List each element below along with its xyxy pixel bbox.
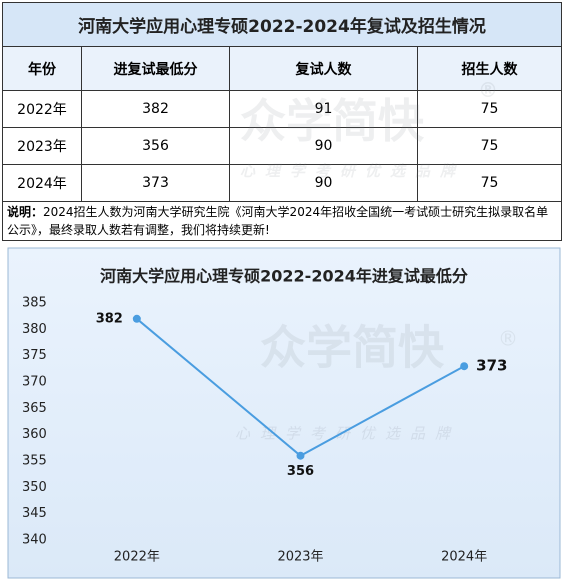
y-tick-label: 365 bbox=[22, 401, 47, 416]
note-text: 2024招生人数为河南大学研究生院《河南大学2024年招收全国统一考试硕士研究生… bbox=[7, 205, 549, 237]
cell: 382 bbox=[81, 90, 230, 128]
cell: 91 bbox=[229, 90, 418, 128]
cell: 2023年 bbox=[2, 127, 82, 165]
chart-title: 河南大学应用心理专硕2022-2024年进复试最低分 bbox=[100, 267, 468, 286]
cell: 75 bbox=[417, 90, 562, 128]
value-label: 356 bbox=[287, 464, 314, 479]
cell: 90 bbox=[229, 164, 418, 202]
col-header: 复试人数 bbox=[229, 46, 418, 91]
x-tick-label: 2022年 bbox=[114, 550, 160, 565]
x-tick-label: 2024年 bbox=[441, 550, 487, 565]
cell: 90 bbox=[229, 127, 418, 165]
cell: 75 bbox=[417, 127, 562, 165]
table-title: 河南大学应用心理专硕2022-2024年复试及招生情况 bbox=[2, 2, 562, 47]
y-tick-label: 360 bbox=[22, 427, 47, 442]
point bbox=[460, 362, 469, 371]
cell: 2024年 bbox=[2, 164, 82, 202]
y-tick-label: 340 bbox=[22, 533, 47, 548]
value-label: 373 bbox=[476, 357, 507, 375]
note: 说明：2024招生人数为河南大学研究生院《河南大学2024年招收全国统一考试硕士… bbox=[2, 201, 562, 241]
data-table: 河南大学应用心理专硕2022-2024年复试及招生情况 年份 进复试最低分 复试… bbox=[2, 2, 562, 241]
y-tick-label: 375 bbox=[22, 348, 47, 363]
y-tick-label: 345 bbox=[22, 506, 47, 521]
y-tick-label: 370 bbox=[22, 375, 47, 390]
watermark-slogan: 心理学考研优选品牌 bbox=[235, 425, 460, 443]
col-header: 招生人数 bbox=[417, 46, 562, 91]
x-tick-label: 2023年 bbox=[277, 550, 323, 565]
chart-panel bbox=[7, 247, 561, 579]
y-tick-label: 380 bbox=[22, 322, 47, 337]
y-tick-label: 355 bbox=[22, 454, 47, 469]
note-label: 说明： bbox=[7, 205, 44, 219]
watermark-mark: ® bbox=[498, 327, 518, 351]
y-tick-label: 350 bbox=[22, 480, 47, 495]
y-tick-label: 385 bbox=[22, 296, 47, 311]
watermark-brand: 众学简快 bbox=[260, 321, 445, 375]
cell: 356 bbox=[81, 127, 230, 165]
value-label: 382 bbox=[96, 311, 123, 326]
point bbox=[132, 314, 141, 323]
point bbox=[296, 451, 305, 460]
cell: 373 bbox=[81, 164, 230, 202]
